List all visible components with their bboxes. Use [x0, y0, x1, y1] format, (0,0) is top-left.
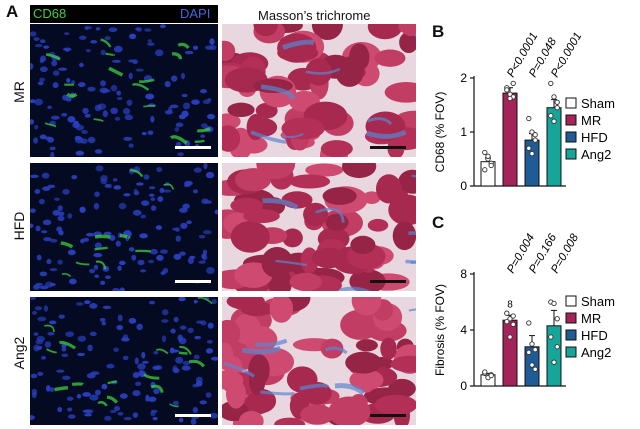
legend-label-hfd: HFD	[581, 328, 608, 343]
data-point	[532, 132, 538, 138]
scale-bar	[175, 414, 211, 417]
y-tick-label: 1	[460, 125, 467, 139]
legend-label-ang2: Ang2	[581, 147, 611, 162]
data-point	[526, 320, 532, 326]
legend-swatch-mr	[565, 312, 577, 324]
masson-image-hfd	[222, 163, 416, 291]
data-point	[504, 318, 510, 325]
data-point	[532, 366, 538, 372]
data-point	[510, 321, 516, 328]
data-point	[488, 162, 494, 169]
data-point	[526, 115, 532, 122]
data-point	[554, 99, 560, 105]
scale-bar	[370, 146, 406, 149]
y-tick-label: 2	[460, 71, 467, 85]
data-point	[529, 362, 535, 368]
row-label-ang2: Ang2	[11, 336, 27, 370]
fluorescence-image-ang2	[30, 297, 218, 425]
legend-swatch-ang2	[565, 346, 577, 358]
bar-hfd	[524, 139, 540, 187]
row-label-mr: MR	[11, 81, 27, 103]
legend-swatch-ang2	[565, 148, 577, 160]
data-point	[548, 80, 554, 87]
scale-bar	[370, 280, 406, 283]
y-axis-label: CD68 (% FOV)	[433, 92, 447, 173]
data-point	[504, 310, 510, 316]
row-label-hfd: HFD	[11, 211, 27, 241]
data-point	[529, 150, 535, 157]
data-point	[504, 87, 510, 93]
legend-swatch-mr	[565, 114, 577, 126]
y-tick-label: 8	[460, 267, 467, 281]
panel-letter-a: A	[6, 2, 19, 21]
data-point	[551, 359, 557, 365]
y-axis-label: Fibrosis (% FOV)	[433, 284, 447, 376]
scale-bar	[175, 280, 211, 283]
p-value-annotation: P<0.0001	[549, 31, 584, 80]
data-point	[532, 137, 538, 143]
legend-label-mr: MR	[581, 113, 601, 128]
data-point	[526, 349, 532, 356]
panel-letter-c: C	[432, 213, 445, 232]
panel-letter-b: B	[432, 22, 445, 41]
fibrosis-bar-chart: Fibrosis (% FOV)048 P=0.0048P=0.166P=0.00…	[433, 232, 615, 393]
legend-swatch-hfd	[565, 131, 577, 143]
bar-ang2	[546, 325, 562, 387]
data-point	[488, 372, 494, 379]
data-point	[482, 149, 488, 156]
data-point	[548, 113, 554, 119]
masson-image-ang2	[222, 297, 416, 425]
data-point	[507, 316, 513, 322]
legend-label-mr: MR	[581, 311, 601, 326]
data-point	[507, 334, 513, 340]
masson-header: Masson’s trichrome	[258, 8, 371, 23]
legend-label-ang2: Ang2	[581, 345, 611, 360]
cd68-channel-label: CD68	[33, 6, 67, 21]
legend-label-sham: Sham	[581, 294, 615, 309]
data-point	[482, 369, 488, 375]
data-point	[554, 344, 560, 350]
masson-image-mr	[222, 24, 416, 157]
y-tick-label: 4	[460, 323, 467, 337]
scale-bar	[370, 414, 406, 417]
scale-bar	[175, 146, 211, 149]
legend-label-sham: Sham	[581, 96, 615, 111]
data-point	[554, 105, 560, 111]
data-point	[529, 341, 535, 347]
data-point	[482, 167, 488, 173]
data-point	[510, 80, 516, 87]
data-point	[485, 153, 491, 159]
fluorescence-image-hfd	[30, 163, 218, 291]
data-point	[551, 118, 557, 124]
data-point	[551, 94, 557, 100]
data-point	[510, 313, 516, 319]
legend-swatch-hfd	[565, 329, 577, 341]
bar-mr	[502, 319, 518, 387]
legend-swatch-sham	[565, 97, 577, 109]
fluorescence-header-bar	[30, 5, 218, 23]
data-point	[507, 95, 513, 102]
y-tick-label: 0	[460, 379, 467, 393]
data-point	[532, 346, 538, 353]
bar-mr	[502, 92, 518, 187]
data-point	[548, 334, 554, 340]
y-tick-label: 0	[460, 179, 467, 193]
legend-label-hfd: HFD	[581, 130, 608, 145]
fluorescence-image-mr	[30, 24, 218, 157]
dapi-channel-label: DAPI	[180, 6, 211, 21]
bar-label: 8	[507, 299, 513, 310]
data-point	[551, 300, 557, 307]
cd68-bar-chart: CD68 (% FOV)012 P<0.0001P=0.048P<0.0001Sh…	[433, 31, 615, 193]
data-point	[526, 145, 532, 151]
data-point	[554, 316, 560, 322]
legend-swatch-sham	[565, 295, 577, 307]
